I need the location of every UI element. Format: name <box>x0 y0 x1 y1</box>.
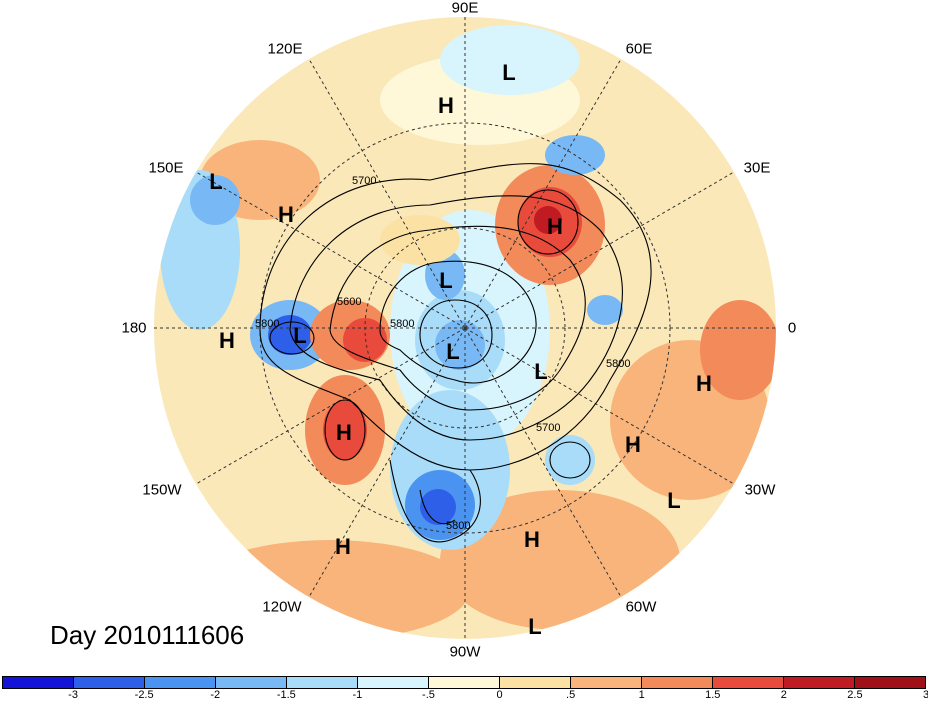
colorbar-tick-label: -.5 <box>422 689 435 701</box>
lon-label-60e: 60E <box>625 40 653 58</box>
colorbar-swatch <box>74 677 145 688</box>
colorbar-swatch <box>429 677 500 688</box>
high-center: H <box>547 214 563 239</box>
lon-label-90e: 90E <box>451 0 479 17</box>
contour-label: 5800 <box>390 318 415 330</box>
lon-label-30w: 30W <box>744 481 776 499</box>
colorbar-swatch <box>287 677 358 688</box>
colorbar-swatch <box>642 677 713 688</box>
lon-label-60w: 60W <box>625 598 657 616</box>
colorbar-swatch <box>145 677 216 688</box>
contour-label: 5800 <box>255 318 280 330</box>
low-center: L <box>534 359 548 384</box>
colorbar-swatch <box>3 677 74 688</box>
lon-label-120e: 120E <box>267 40 303 58</box>
colorbar-tick-label: 2 <box>780 689 787 701</box>
contour-label: 5800 <box>606 358 631 370</box>
high-center: H <box>438 93 454 118</box>
colorbar-swatch <box>358 677 429 688</box>
map-title: Day 2010111606 <box>50 620 245 650</box>
low-center: L <box>209 169 223 194</box>
contour-label: 5700 <box>536 422 561 434</box>
colorbar-tick-label: -1 <box>352 689 363 701</box>
colorbar-tick-label: -3 <box>68 689 78 701</box>
low-center: L <box>502 60 516 85</box>
colorbar-swatch <box>216 677 287 688</box>
lon-label-0: 0 <box>787 319 797 337</box>
low-center: L <box>446 339 460 364</box>
lon-label-150e: 150E <box>148 159 184 177</box>
lon-label-30e: 30E <box>743 159 771 177</box>
colorbar-swatch <box>500 677 571 688</box>
lon-label-180: 180 <box>121 319 147 337</box>
high-center: H <box>278 202 294 227</box>
height-contours <box>259 163 652 543</box>
colorbar-swatch <box>784 677 855 688</box>
colorbar-swatch <box>855 677 925 688</box>
colorbar-tick-label: -1.5 <box>276 689 296 701</box>
colorbar <box>2 676 926 689</box>
colorbar-tick-label: -2.5 <box>134 689 154 701</box>
high-center: H <box>335 534 351 559</box>
colorbar-tick-label: .5 <box>566 689 576 701</box>
lon-label-90w: 90W <box>449 643 481 661</box>
colorbar-tick-label: 2.5 <box>847 689 863 701</box>
high-center: H <box>524 527 540 552</box>
colorbar-tick-label: -2 <box>210 689 221 701</box>
high-center: H <box>625 432 641 457</box>
low-center: L <box>439 268 453 293</box>
contour-label: 5800 <box>446 520 471 532</box>
lon-label-120w: 120W <box>262 598 302 616</box>
high-center: H <box>219 328 235 353</box>
colorbar-tick-label: 3 <box>922 689 928 701</box>
contour-label: 5700 <box>352 175 377 187</box>
colorbar-swatch <box>713 677 784 688</box>
low-center: L <box>667 488 681 513</box>
contour-label: 5600 <box>337 296 362 308</box>
colorbar-swatch <box>571 677 642 688</box>
colorbar-tick-label: 0 <box>496 689 503 701</box>
high-center: H <box>336 420 352 445</box>
low-center: L <box>293 323 307 348</box>
low-center: L <box>528 614 542 639</box>
high-center: H <box>696 371 712 396</box>
graticule <box>154 17 776 639</box>
lon-label-150w: 150W <box>142 481 182 499</box>
colorbar-tick-label: 1 <box>638 689 645 701</box>
colorbar-tick-label: 1.5 <box>705 689 721 701</box>
